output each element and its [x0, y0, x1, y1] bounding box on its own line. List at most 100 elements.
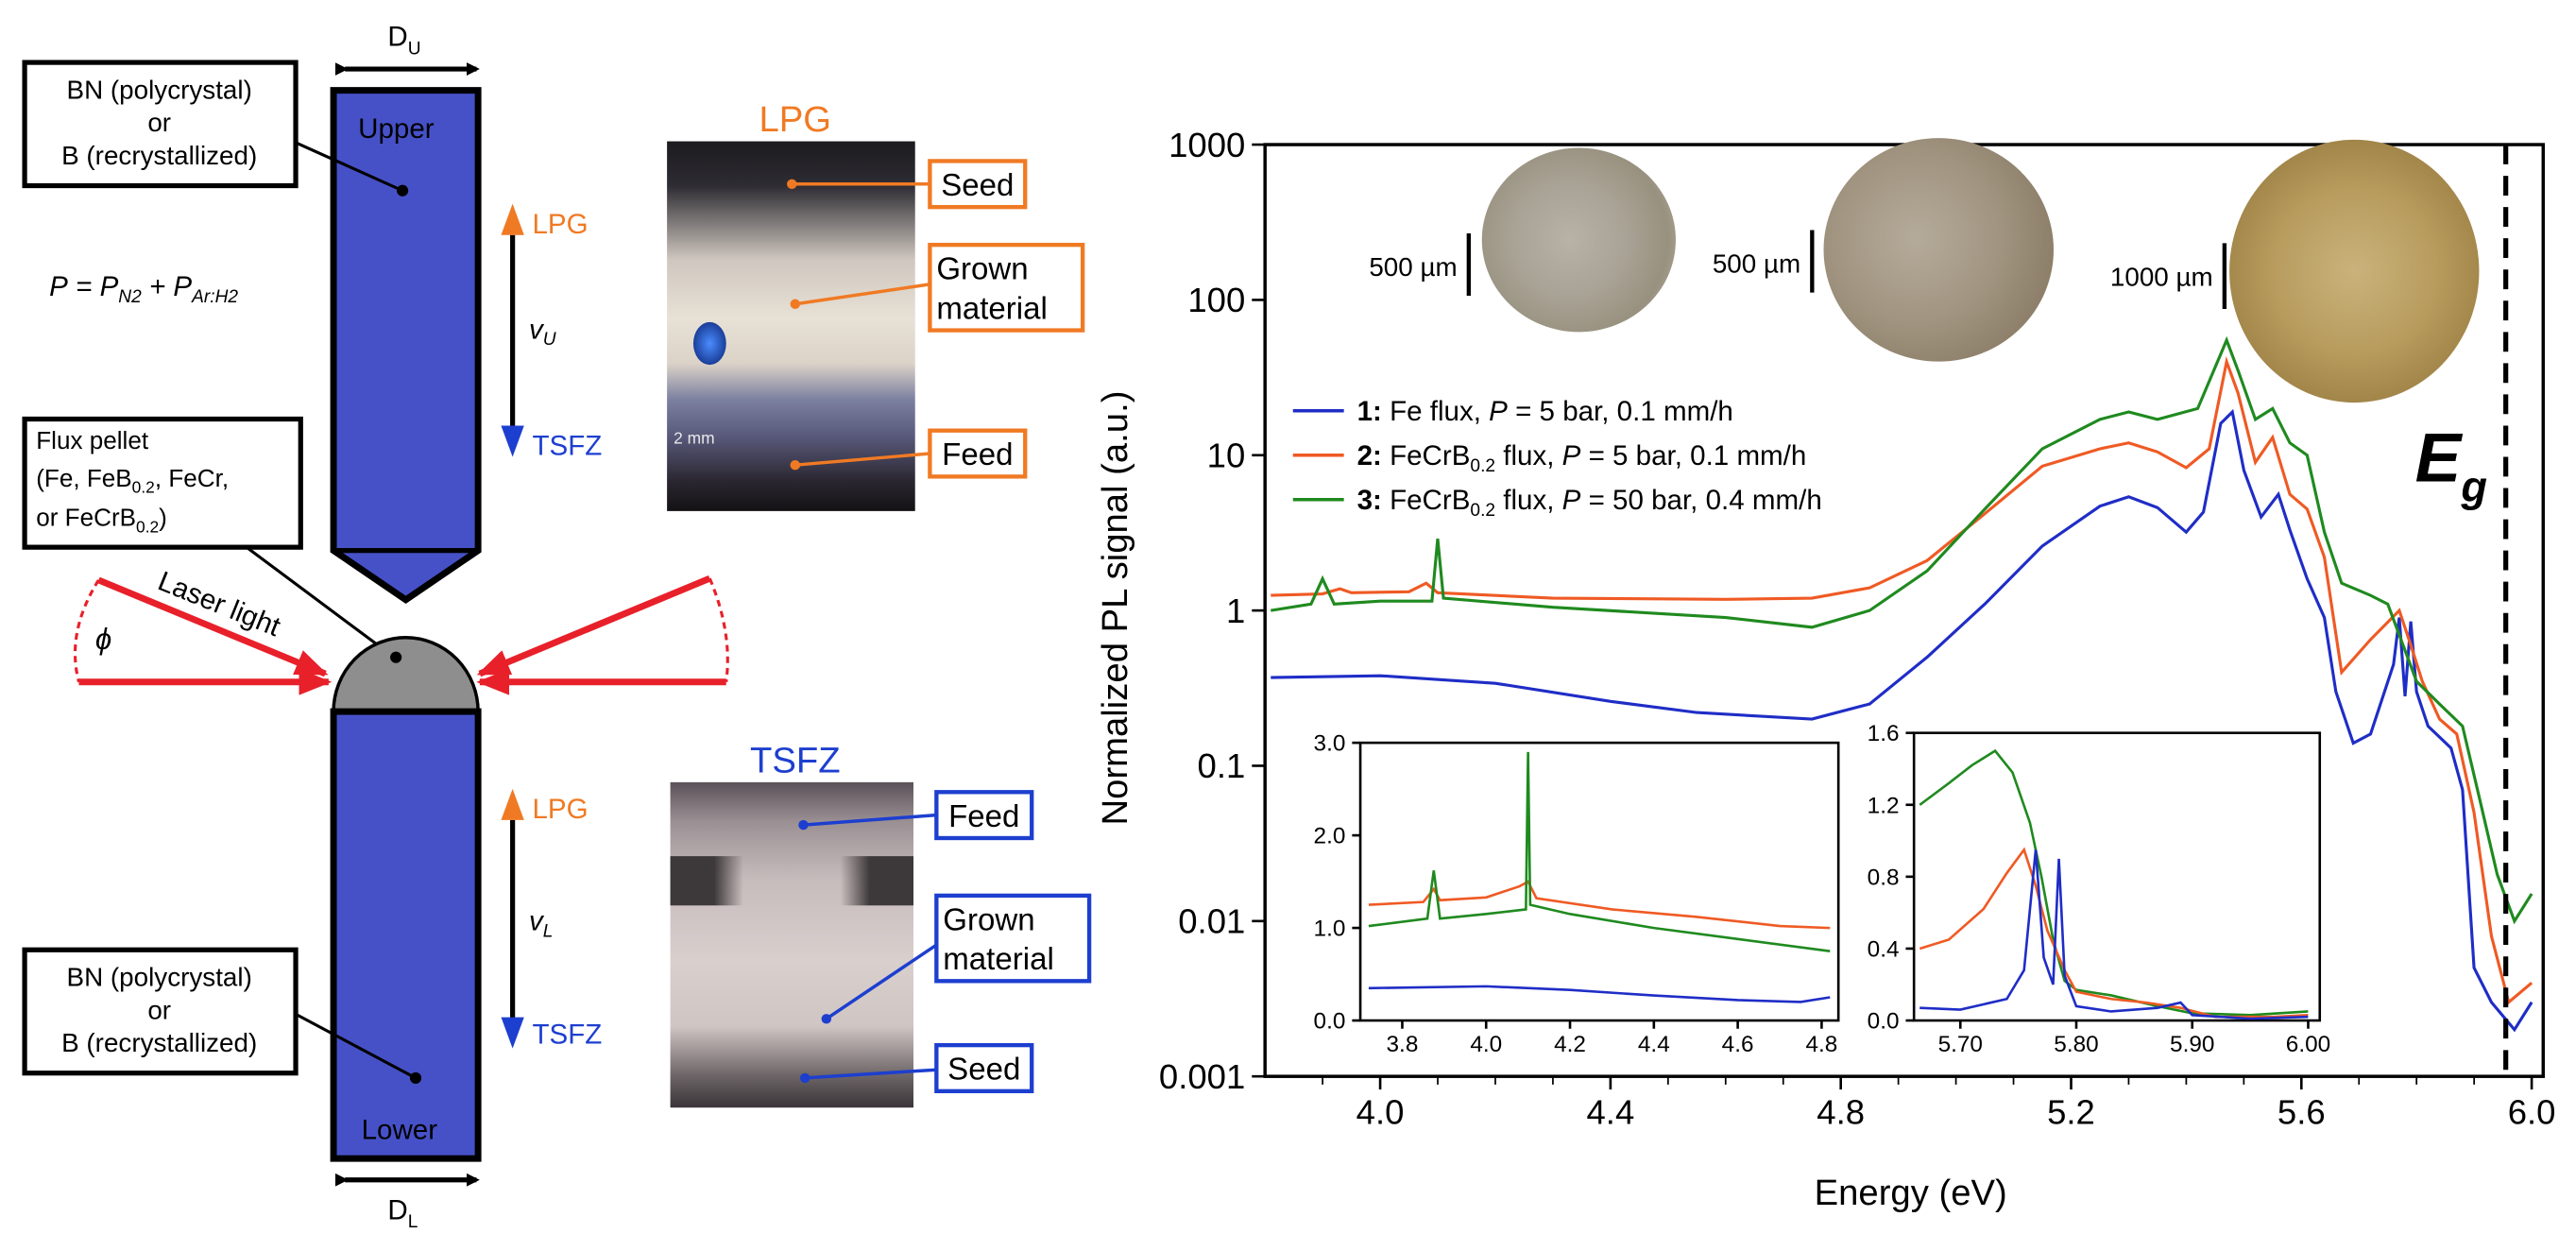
phi-label: ϕ	[95, 623, 111, 656]
inset-left-y-tick-label-2: 2.0	[1314, 824, 1346, 849]
crystal-photo-1	[1481, 147, 1676, 333]
tsfz-seed-box	[934, 1042, 1034, 1094]
growth-schematic: DU Upper BN (polycrystal) or B (recrysta…	[22, 22, 729, 1232]
main-x-tick-label-5: 6.0	[2508, 1093, 2556, 1132]
inset-right-x-tick-label-3: 6.00	[2286, 1032, 2330, 1057]
pressure-equation: P = PN2 + PAr:H2	[49, 271, 238, 307]
inset-left-x-tick-label-5: 4.8	[1805, 1032, 1837, 1057]
lower-tsfz-label: TSFZ	[533, 1019, 603, 1050]
main-x-tick-label-0: 4.0	[1356, 1093, 1405, 1132]
main-series-3-line	[1271, 335, 2533, 925]
y-axis-label: Normalized PL signal (a.u.)	[1095, 391, 1135, 826]
lpg-feed-box	[928, 428, 1028, 479]
crystal-photo-3	[2229, 139, 2480, 403]
tsfz-photo	[670, 781, 913, 1108]
inset-left-y-tick-label-3: 3.0	[1314, 731, 1346, 757]
lower-pedestal	[330, 708, 482, 1162]
bn-bottom-box	[22, 947, 299, 1076]
main-x-tick-label-2: 4.8	[1817, 1093, 1865, 1132]
lpg-seed-box	[928, 159, 1028, 210]
inset-left-x-tick-label-2: 4.2	[1554, 1032, 1586, 1057]
svg-text:Seed: Seed	[941, 168, 1014, 203]
lpg-photo: 2 mm	[667, 141, 915, 511]
inset-left-series-3-line	[1368, 751, 1831, 952]
inset-right-series-3-line	[1919, 849, 2309, 1020]
svg-text:BN (polycrystal): BN (polycrystal)	[67, 75, 252, 104]
svg-text:or: or	[147, 995, 171, 1024]
svg-text:material: material	[936, 291, 1047, 326]
main-y-tick-label-0: 0.001	[1159, 1057, 1245, 1096]
dl-label: DL	[387, 1194, 418, 1232]
inset-left-x-tick-label-1: 4.0	[1470, 1032, 1502, 1057]
inset-right-x-tick-label-1: 5.80	[2054, 1032, 2098, 1057]
inset-left-y-tick-label-1: 1.0	[1314, 917, 1346, 942]
main-y-tick-label-4: 10	[1207, 437, 1246, 475]
upper-pedestal	[330, 87, 482, 605]
inset-right-x-tick-label-0: 5.70	[1938, 1032, 1983, 1057]
tsfz-feed-box	[934, 790, 1034, 841]
laser-beam-right-upper	[476, 574, 711, 677]
svg-text:Feed: Feed	[948, 799, 1019, 834]
photo-annotations: LPG Seed Grown material Feed TSFZ Feed G…	[750, 99, 1092, 1094]
svg-text:Seed: Seed	[947, 1053, 1020, 1088]
svg-text:Feed: Feed	[942, 437, 1013, 472]
main-y-tick-label-5: 100	[1187, 281, 1245, 319]
crystal-photo-2	[1823, 138, 2054, 362]
vl-label: vL	[529, 905, 553, 941]
inset-right-y-tick-label-0: 0.0	[1868, 1009, 1900, 1035]
du-label: DU	[387, 22, 420, 60]
x-axis-label: Energy (eV)	[1815, 1173, 2007, 1213]
vu-label: vU	[529, 314, 556, 350]
main-y-tick-label-2: 0.1	[1198, 746, 1246, 785]
lower-lpg-label: LPG	[533, 794, 589, 825]
inset-right-x-tick-label-2: 5.90	[2170, 1032, 2214, 1057]
upper-tsfz-label: TSFZ	[533, 431, 603, 462]
main-y-tick-label-3: 1	[1226, 591, 1245, 630]
flux-pellet-box	[22, 416, 303, 550]
svg-text:Grown: Grown	[936, 252, 1028, 287]
inset-right-y-tick-label-3: 1.2	[1868, 793, 1900, 818]
inset-left-x-tick-label-0: 3.8	[1387, 1032, 1419, 1057]
inset-left-plot-frame	[1358, 741, 1840, 1022]
inset-right-plot-frame	[1912, 731, 2322, 1022]
main-y-tick-label-6: 1000	[1169, 126, 1245, 164]
svg-text:material: material	[943, 942, 1053, 977]
svg-text:B (recrystallized): B (recrystallized)	[61, 141, 257, 170]
tsfz-photo-title: TSFZ	[750, 740, 841, 780]
svg-text:or: or	[147, 108, 171, 137]
inset-left-x-tick-label-4: 4.6	[1722, 1032, 1754, 1057]
flux-pellet	[332, 636, 480, 713]
svg-text:(Fe, FeB0.2, FeCr,: (Fe, FeB0.2, FeCr,	[36, 464, 229, 497]
inset-left-x-tick-label-3: 4.4	[1638, 1032, 1670, 1057]
lpg-photo-title: LPG	[759, 99, 831, 140]
eg-annotation: Eg	[2415, 420, 2487, 511]
inset-left-y-tick-label-0: 0.0	[1314, 1009, 1346, 1035]
upper-lpg-label: LPG	[533, 209, 589, 240]
legend: 1: Fe flux, P = 5 bar, 0.1 mm/h 2: FeCrB…	[1292, 396, 1822, 521]
inset-right-y-tick-label-4: 1.6	[1868, 721, 1900, 746]
lpg-grown-box	[928, 242, 1085, 333]
main-x-tick-label-4: 5.6	[2277, 1093, 2326, 1132]
main-y-tick-label-1: 0.01	[1178, 902, 1245, 941]
upper-label: Upper	[358, 113, 435, 145]
main-series-2-line	[1271, 356, 2533, 1005]
svg-text:or FeCrB0.2): or FeCrB0.2)	[36, 504, 167, 537]
main-x-tick-label-3: 5.2	[2047, 1093, 2095, 1132]
lpg-scale-bar-label: 2 mm	[674, 430, 715, 449]
inset-right-series-1-line	[1919, 748, 2309, 1017]
svg-text:Flux pellet: Flux pellet	[36, 426, 149, 454]
bn-top-box	[22, 60, 299, 189]
inset-left-series-1-line	[1368, 985, 1831, 1003]
laser-beam-left-upper	[97, 576, 329, 677]
main-series-1-line	[1271, 408, 2533, 1033]
legend-entry-3: 3: FeCrB0.2 flux, P = 50 bar, 0.4 mm/h	[1357, 485, 1822, 521]
legend-entry-1: 1: Fe flux, P = 5 bar, 0.1 mm/h	[1357, 396, 1733, 427]
lower-label: Lower	[362, 1114, 438, 1145]
inset-right-y-tick-label-1: 0.4	[1868, 936, 1900, 962]
tsfz-grown-box	[934, 893, 1092, 984]
main-x-tick-label-1: 4.4	[1587, 1093, 1635, 1132]
svg-text:Grown: Grown	[943, 902, 1034, 937]
